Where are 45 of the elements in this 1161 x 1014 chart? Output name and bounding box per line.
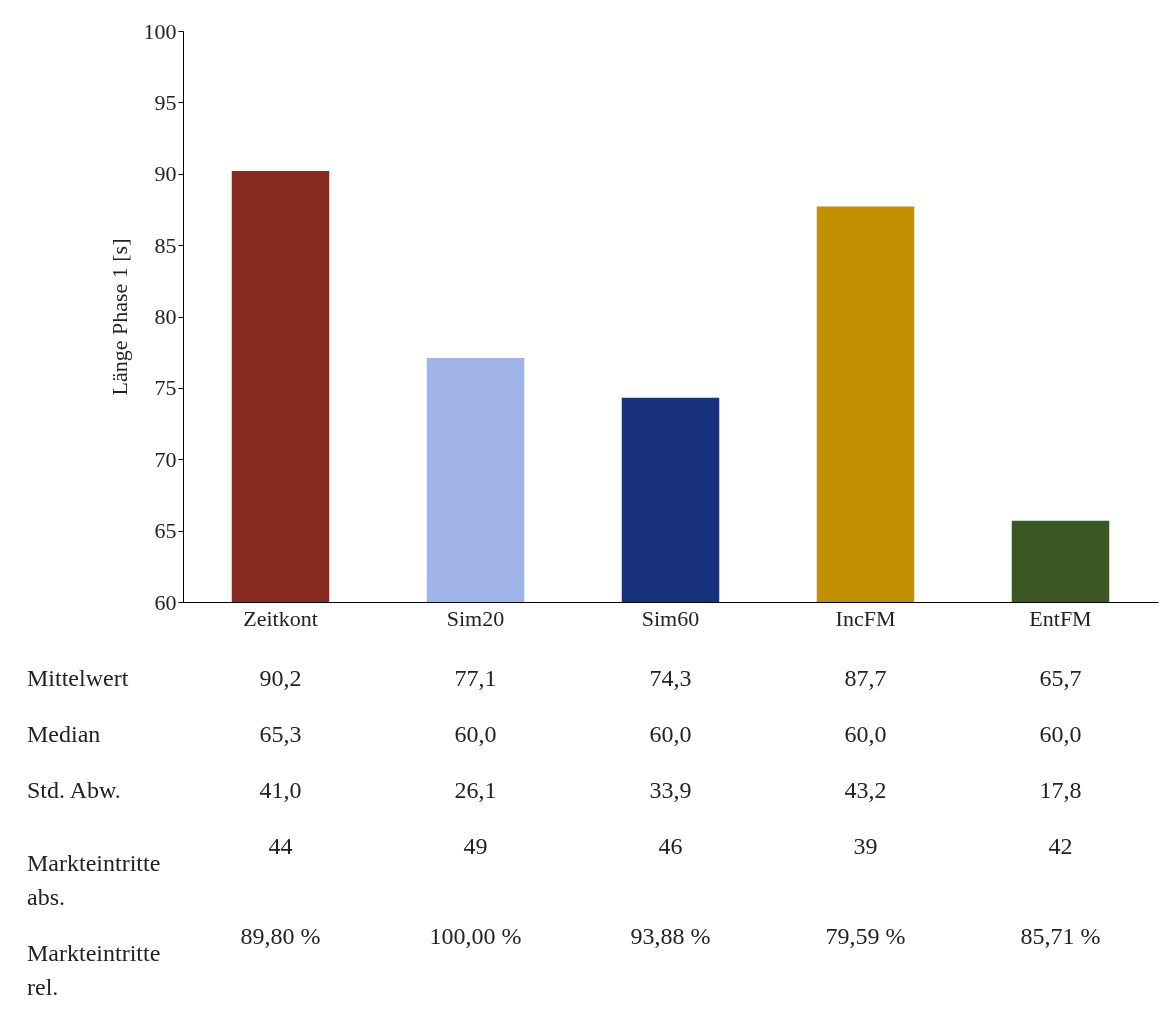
data-label: 74,3 <box>649 665 692 691</box>
text: Markteintritte rel. <box>27 940 161 1000</box>
text: 44 <box>268 833 293 859</box>
text: 49 <box>463 833 488 859</box>
data-label: 77,1 <box>454 665 497 691</box>
x-tick-label: Sim20 <box>446 605 505 631</box>
text: 42 <box>1048 833 1073 859</box>
data-label: 90,2 <box>259 665 302 691</box>
text: 100,00 % <box>429 923 522 949</box>
text: 85,71 % <box>1020 923 1101 949</box>
y-tick-label: 100 <box>143 18 177 44</box>
x-tick-label: Sim60 <box>641 605 700 631</box>
y-tick-label: 85 <box>154 232 177 258</box>
y-tick-label: 75 <box>154 375 177 401</box>
text: 26,1 <box>454 777 497 803</box>
y-tick-label: 95 <box>154 89 177 115</box>
text: Mittelwert <box>27 665 129 691</box>
text: 60,0 <box>1039 721 1082 747</box>
y-tick-label: 60 <box>154 589 177 615</box>
x-tick-label: Zeitkont <box>243 605 318 631</box>
text: 43,2 <box>844 777 887 803</box>
text: 93,88 % <box>630 923 711 949</box>
text: 79,59 % <box>825 923 906 949</box>
text: 33,9 <box>649 777 692 803</box>
text: 17,8 <box>1039 777 1082 803</box>
text: 41,0 <box>259 777 302 803</box>
text: Markteintritte abs. <box>27 850 161 910</box>
x-tick-label: EntFM <box>1029 605 1092 631</box>
text: 46 <box>658 833 683 859</box>
text: Std. Abw. <box>27 777 121 803</box>
text: 65,3 <box>259 721 302 747</box>
text: 60,0 <box>649 721 692 747</box>
y-axis-title: Länge Phase 1 [s] <box>106 238 132 396</box>
text: 39 <box>853 833 878 859</box>
y-tick-label: 65 <box>154 518 177 544</box>
text: Median <box>27 721 101 747</box>
data-label: 65,7 <box>1039 665 1082 691</box>
y-tick-label: 70 <box>154 446 177 472</box>
x-tick-label: IncFM <box>835 605 896 631</box>
data-label: 87,7 <box>844 665 887 691</box>
text: 60,0 <box>454 721 497 747</box>
y-tick-label: 80 <box>154 304 177 329</box>
text: 89,80 % <box>240 923 321 949</box>
text: 60,0 <box>844 721 887 747</box>
y-tick-label: 90 <box>154 161 177 187</box>
